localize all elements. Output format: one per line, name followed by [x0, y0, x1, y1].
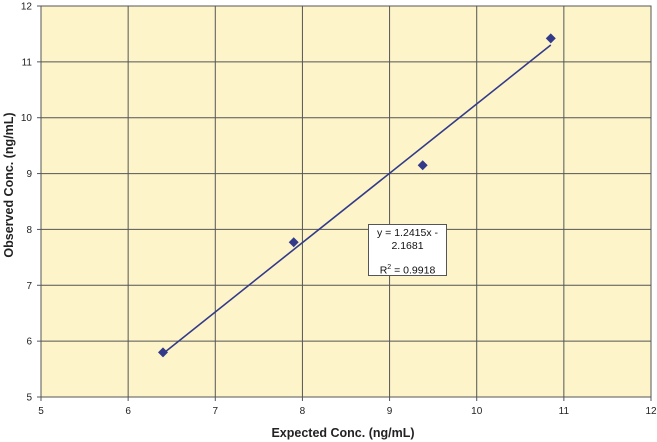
data-points — [158, 33, 556, 358]
r2-value: = 0.9918 — [391, 264, 436, 277]
x-tick-label: 10 — [471, 406, 483, 417]
x-tick-label: 5 — [38, 406, 44, 417]
y-tick-label: 7 — [26, 281, 32, 292]
y-tick-label: 9 — [26, 169, 32, 180]
y-tick-label: 5 — [26, 393, 32, 404]
y-tick-label: 12 — [21, 2, 33, 13]
plot-area — [40, 5, 652, 398]
data-point-marker — [545, 33, 556, 44]
equation-line-1: y = 1.2415x - — [377, 227, 438, 239]
y-tick-label: 11 — [22, 57, 33, 68]
y-axis-title: Observed Conc. (ng/mL) — [2, 112, 16, 257]
x-tick-label: 9 — [387, 406, 393, 417]
r2-superscript: 2 — [387, 264, 392, 271]
r2-prefix: R — [379, 264, 388, 277]
equation-line-2: 2.1681 — [391, 240, 424, 252]
trendline-equation-box: y = 1.2415x - 2.1681 R2 = 0.9918 — [368, 224, 447, 278]
y-tick-label: 6 — [26, 337, 32, 348]
gridlines — [37, 5, 652, 401]
trendline-group — [162, 44, 552, 355]
trendline — [162, 44, 552, 355]
data-point-marker — [158, 347, 168, 358]
x-tick-label: 8 — [300, 406, 306, 417]
y-tick-label: 10 — [21, 113, 33, 124]
x-tick-label: 6 — [125, 406, 131, 417]
y-tick-label: 8 — [26, 225, 32, 236]
x-tick-label: 12 — [645, 406, 657, 417]
tick-labels: 5 6 7 8 9 10 11 12 5 6 7 8 9 10 11 12 — [21, 2, 657, 418]
x-axis-title: Expected Conc. (ng/mL) — [271, 426, 414, 440]
x-tick-label: 11 — [559, 406, 570, 417]
data-point-marker — [417, 160, 428, 171]
r-squared-label: R2 = 0.9918 — [369, 261, 446, 278]
x-tick-label: 7 — [213, 406, 219, 417]
data-point-marker — [288, 237, 299, 248]
